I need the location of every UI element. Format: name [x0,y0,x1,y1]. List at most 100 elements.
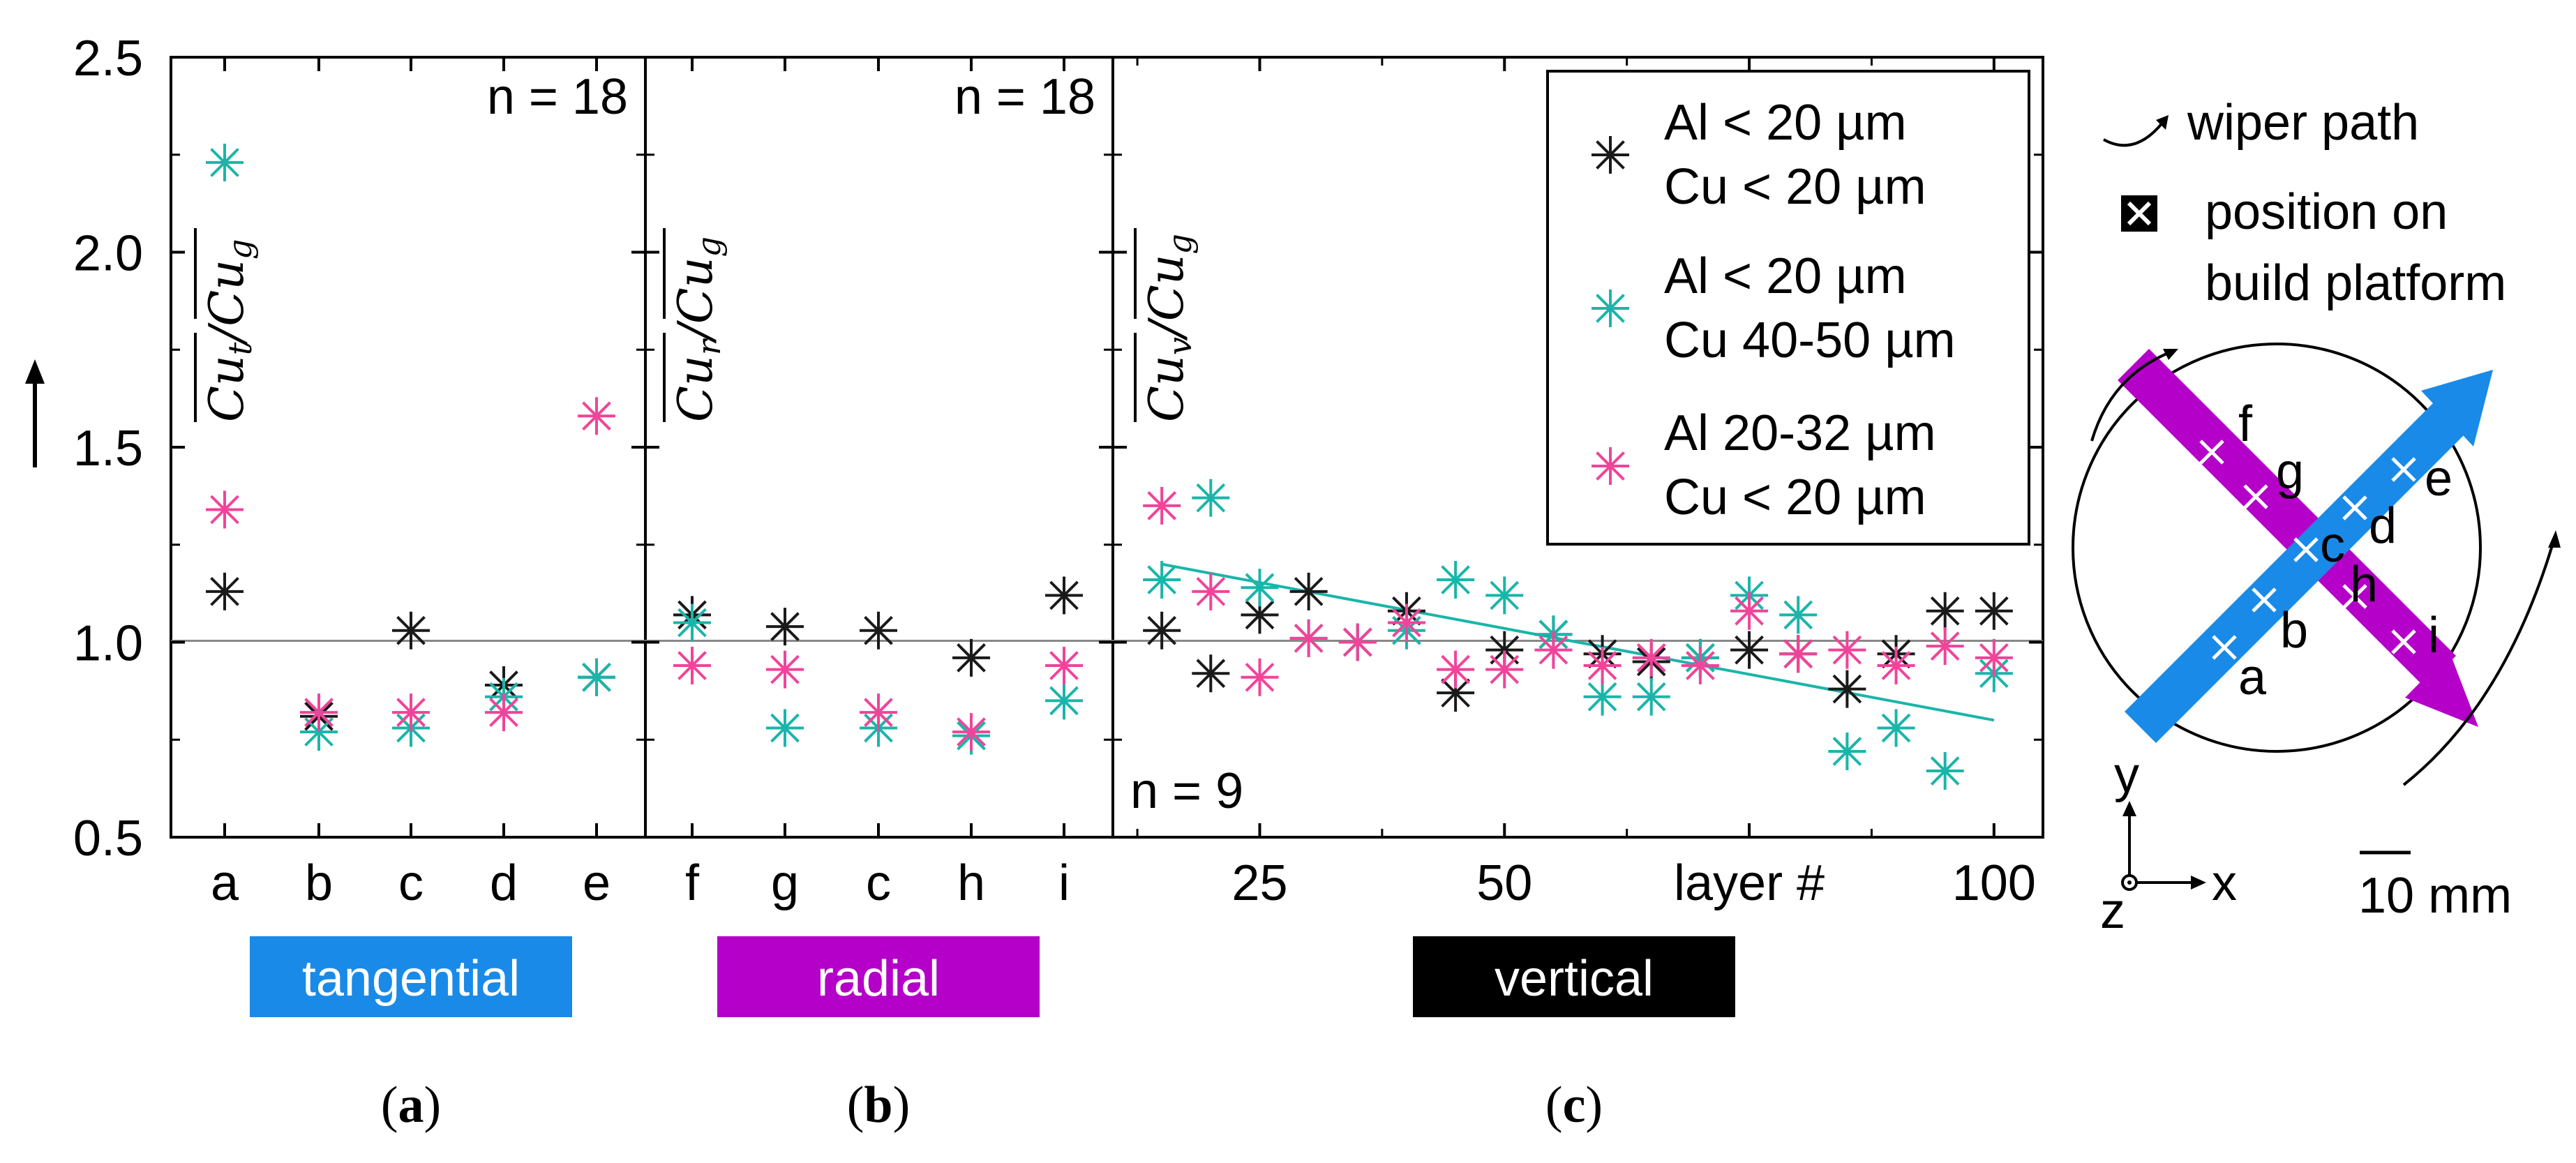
data-point-b [1045,647,1083,685]
data-point-b [860,611,897,650]
trend-line [1161,562,1995,722]
panel-label-b: (b) [847,1076,910,1134]
y-tick-label: 2.0 [73,226,143,282]
data-point-c [1583,677,1622,716]
data-point-a [206,490,244,529]
data-point-c [1192,479,1230,517]
wiper-arc-right-icon [2402,540,2555,786]
data-point-c [1192,572,1230,610]
schematic: wiper path position on build platform [2072,95,2561,939]
point-i: i [2428,608,2439,663]
svg-text:Cuv/Cug: Cuv/Cug [1139,234,1199,422]
data-point-c [1534,631,1573,669]
y-tick-label: 1.5 [73,421,143,477]
data-point-c [1485,650,1524,689]
position-label-2: build platform [2205,255,2506,311]
legend-marker-3 [1592,447,1629,485]
category-label-radial: radial [817,951,940,1007]
data-point-c [1926,627,1964,666]
data-point-c [1730,631,1769,669]
legend-2-line2: Cu 40-50 µm [1664,313,1956,368]
y-tick-label: 0.5 [73,811,143,866]
point-b: b [2280,603,2308,659]
data-point-c [1779,635,1818,673]
y-ticks [171,56,2043,839]
point-f: f [2238,396,2253,452]
point-g: g [2276,444,2304,500]
tangential-path-arrow [2125,370,2493,743]
data-point-c [1730,592,1769,630]
data-point-c [1338,623,1377,661]
svg-text:Cut/Cug: Cut/Cug [200,239,259,422]
data-point-c [1241,569,1279,607]
wiper-arc-top-icon [2090,351,2171,442]
data-point-c [1877,709,1915,747]
point-d: d [2369,498,2397,554]
category-bar-radial [717,936,1040,1017]
x-tick-label: 50 [1476,855,1532,911]
legend-marker-2 [1592,290,1629,327]
x-tick-label: f [685,855,700,911]
x-tick-label: g [771,855,799,911]
data-point-c [1192,654,1230,693]
y-tick-labels: 0.5 1.0 1.5 2.0 2.5 [73,31,143,866]
data-point-c [1926,592,1964,630]
category-label-vertical: vertical [1495,951,1654,1007]
point-c: c [2320,517,2345,573]
data-point-c [1387,603,1425,642]
legend-3-line2: Cu < 20 µm [1664,470,1926,525]
legend-2-line1: Al < 20 µm [1664,248,1907,304]
data-point-c [1779,596,1818,634]
data-point-c [1632,677,1670,716]
svg-text:Cur/Cug: Cur/Cug [668,237,728,422]
y-tick-label: 1.0 [73,616,143,672]
legend-1-line2: Cu < 20 µm [1664,159,1926,215]
legend-marker-1 [1592,136,1629,174]
data-point-a [485,693,523,732]
data-point-b [673,603,711,642]
wiper-path-label: wiper path [2187,95,2419,151]
data-point-c [1437,561,1475,599]
data-point-b [673,647,711,685]
data-point-a [392,611,430,650]
data-point-c [1241,658,1279,696]
ratio-label-c: Cuv/Cug [1134,228,1199,422]
data-point-c [1289,572,1328,610]
data-point-c [1828,733,1866,771]
data-point-c [1975,592,2013,630]
x-tick-label: b [305,855,333,911]
legend: Al < 20 µm Cu < 20 µm Al < 20 µm Cu 40-5… [1546,70,2030,546]
y-tick-label: 2.5 [73,31,143,87]
ratio-label-a: Cut/Cug [194,228,259,422]
data-point-c [1632,638,1670,677]
point-e: e [2425,451,2453,507]
data-point-b [952,713,990,751]
ratio-sub-b: r [690,338,728,355]
x-tick-label: i [1058,855,1070,911]
position-label-1: position on [2205,184,2448,240]
axis-label-x: x [2212,855,2237,911]
data-point-c [1437,650,1475,689]
ratio-label-b: Cur/Cug [663,228,728,422]
data-point-c [1975,638,2013,677]
data-point-a [206,572,244,610]
data-point-c [1143,486,1181,525]
data-point-c [1485,576,1524,615]
x-tick-label: a [211,855,239,911]
point-a: a [2238,650,2267,705]
data-point-c [1681,647,1719,685]
x-tick-label: 100 [1952,855,2036,911]
data-point-c [1289,619,1328,657]
x-tick-labels: a b c d e f g c h i 25 50 layer # 100 [211,855,2036,911]
data-markers [206,143,2013,790]
n-label-c: n = 9 [1130,763,1243,819]
data-point-a [578,658,615,696]
data-point-c [1828,631,1866,669]
wiper-path-icon [2103,121,2164,147]
data-point-c [1143,561,1181,599]
category-label-tangential: tangential [302,951,520,1007]
data-point-a [392,693,430,732]
category-bar-vertical [1413,936,1735,1017]
panel-label-a: (a) [381,1076,441,1134]
